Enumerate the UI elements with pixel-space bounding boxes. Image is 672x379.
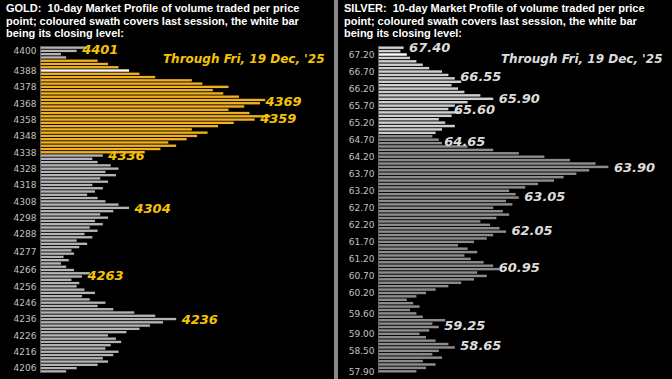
svg-text:62.70: 62.70 [349,203,375,213]
svg-text:66.20: 66.20 [349,84,375,94]
svg-text:59.60: 59.60 [349,309,375,319]
svg-text:64.20: 64.20 [349,152,375,162]
svg-text:60.70: 60.70 [349,271,375,281]
svg-text:67.40: 67.40 [409,40,450,55]
svg-text:4277: 4277 [14,247,37,257]
html-text:GOLD: 10-day Market Profile of: GOLD: 10-day Market Profile of volume tr… [6,2,303,39]
svg-text:62.20: 62.20 [349,220,375,230]
svg-text:65.90: 65.90 [499,91,540,106]
svg-text:4266: 4266 [14,265,37,275]
svg-text:63.90: 63.90 [614,160,655,175]
svg-text:63.20: 63.20 [349,186,375,196]
svg-text:4308: 4308 [14,197,37,207]
svg-text:62.05: 62.05 [512,223,553,238]
svg-text:Through Fri, 19 Dec, '25: Through Fri, 19 Dec, '25 [501,52,663,66]
svg-text:59.00: 59.00 [349,329,375,339]
svg-text:4378: 4378 [14,82,37,92]
svg-text:61.20: 61.20 [349,254,375,264]
svg-text:4348: 4348 [14,131,37,141]
svg-text:4336: 4336 [107,148,144,163]
svg-text:63.70: 63.70 [349,169,375,179]
svg-text:4318: 4318 [14,180,37,190]
svg-text:4226: 4226 [14,331,37,341]
svg-text:Through Fri, 19 Dec, '25: Through Fri, 19 Dec, '25 [163,52,325,66]
svg-text:65.20: 65.20 [349,118,375,128]
svg-text:4298: 4298 [14,213,37,223]
svg-text:4388: 4388 [14,66,37,76]
svg-text:4206: 4206 [14,363,37,373]
svg-text:4400: 4400 [14,46,37,56]
svg-text:4216: 4216 [14,347,37,357]
svg-text:4369: 4369 [264,94,301,109]
svg-text:4304: 4304 [134,201,171,216]
svg-text:4368: 4368 [14,99,37,109]
svg-text:59.25: 59.25 [444,318,485,333]
svg-text:58.65: 58.65 [460,338,501,353]
svg-text:4236: 4236 [14,314,37,324]
svg-text:66.55: 66.55 [460,69,501,84]
svg-text:66.70: 66.70 [349,67,375,77]
svg-text:58.50: 58.50 [349,346,375,356]
svg-text:64.70: 64.70 [349,135,375,145]
svg-text:60.20: 60.20 [349,288,375,298]
svg-text:63.05: 63.05 [524,189,565,204]
svg-text:67.20: 67.20 [349,50,375,60]
svg-text:57.90: 57.90 [349,367,375,377]
svg-text:4401: 4401 [81,42,118,57]
svg-text:4246: 4246 [14,298,37,308]
svg-text:65.70: 65.70 [349,101,375,111]
svg-text:4288: 4288 [14,229,37,239]
svg-text:61.70: 61.70 [349,237,375,247]
svg-text:4263: 4263 [86,268,123,283]
svg-text:4358: 4358 [14,115,37,125]
svg-text:64.65: 64.65 [444,134,485,149]
html-text:SILVER: 10-day Market Profile: SILVER: 10-day Market Profile of volume … [344,2,648,39]
svg-text:4328: 4328 [14,164,37,174]
svg-text:4236: 4236 [181,312,218,327]
svg-text:4256: 4256 [14,282,37,292]
svg-text:4338: 4338 [14,148,37,158]
svg-text:4359: 4359 [259,111,296,126]
svg-text:65.60: 65.60 [454,102,495,117]
svg-text:60.95: 60.95 [499,260,540,275]
